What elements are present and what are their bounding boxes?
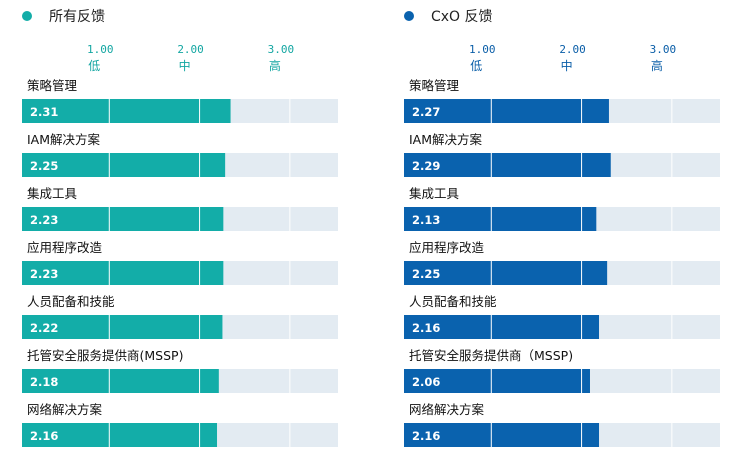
tick-label-number: 2.00 [559,43,586,56]
bar [22,261,224,285]
data-label: 2.22 [30,321,58,335]
tick-label-number: 3.00 [268,43,295,56]
data-label: 2.23 [30,267,58,281]
category-label: 集成工具 [27,186,78,201]
tick-label-word: 中 [179,58,191,73]
bar [404,423,600,447]
bar [404,207,597,231]
data-label: 2.29 [412,159,440,173]
category-label: 策略管理 [409,78,460,93]
bar [404,261,608,285]
category-label: IAM解决方案 [409,132,483,147]
category-label: 策略管理 [27,78,78,93]
bar [22,153,226,177]
bar [22,207,224,231]
legend: CxO 反馈 [404,6,493,26]
chart-cxo-feedback: CxO 反馈 1.00 低 2.00 中 3.00 高策略管理 2.27 IAM解决方案 2.2… [402,0,736,465]
data-label: 2.16 [412,429,440,443]
tick-label-number: 1.00 [469,43,496,56]
bar [404,99,609,123]
category-label: 应用程序改造 [27,240,103,255]
data-label: 2.16 [412,321,440,335]
category-label: 人员配备和技能 [409,294,497,309]
legend-dot-icon [404,11,414,21]
category-label: 托管安全服务提供商(MSSP) [27,348,183,363]
data-label: 2.06 [412,375,440,389]
chart-all-feedback: 所有反馈 1.00 低 2.00 中 3.00 高策略管理 2.31 IAM解决方案 2.25 集… [20,0,360,465]
data-label: 2.31 [30,105,58,119]
tick-label-word: 中 [561,58,573,73]
bar [404,153,611,177]
data-label: 2.13 [412,213,440,227]
bar [22,315,223,339]
legend-label: 所有反馈 [49,9,105,25]
category-label: 应用程序改造 [409,240,485,255]
bar [404,315,600,339]
category-label: 网络解决方案 [27,402,103,417]
tick-label-number: 1.00 [87,43,114,56]
bar [22,99,231,123]
legend-label: CxO 反馈 [431,9,493,25]
category-label: IAM解决方案 [27,132,101,147]
category-label: 网络解决方案 [409,402,485,417]
bar [404,369,590,393]
legend: 所有反馈 [22,6,105,26]
category-label: 人员配备和技能 [27,294,115,309]
data-label: 2.25 [412,267,440,281]
data-label: 2.27 [412,105,440,119]
bar [22,423,218,447]
tick-label-word: 高 [651,58,663,73]
data-label: 2.18 [30,375,58,389]
data-label: 2.23 [30,213,58,227]
tick-label-word: 低 [470,59,482,73]
tick-label-word: 低 [88,59,100,73]
legend-dot-icon [22,11,32,21]
tick-label-number: 3.00 [650,43,677,56]
data-label: 2.25 [30,159,58,173]
category-label: 集成工具 [409,186,460,201]
category-label: 托管安全服务提供商（MSSP) [409,348,573,363]
tick-label-number: 2.00 [177,43,204,56]
tick-label-word: 高 [269,58,281,73]
data-label: 2.16 [30,429,58,443]
bar [22,369,219,393]
